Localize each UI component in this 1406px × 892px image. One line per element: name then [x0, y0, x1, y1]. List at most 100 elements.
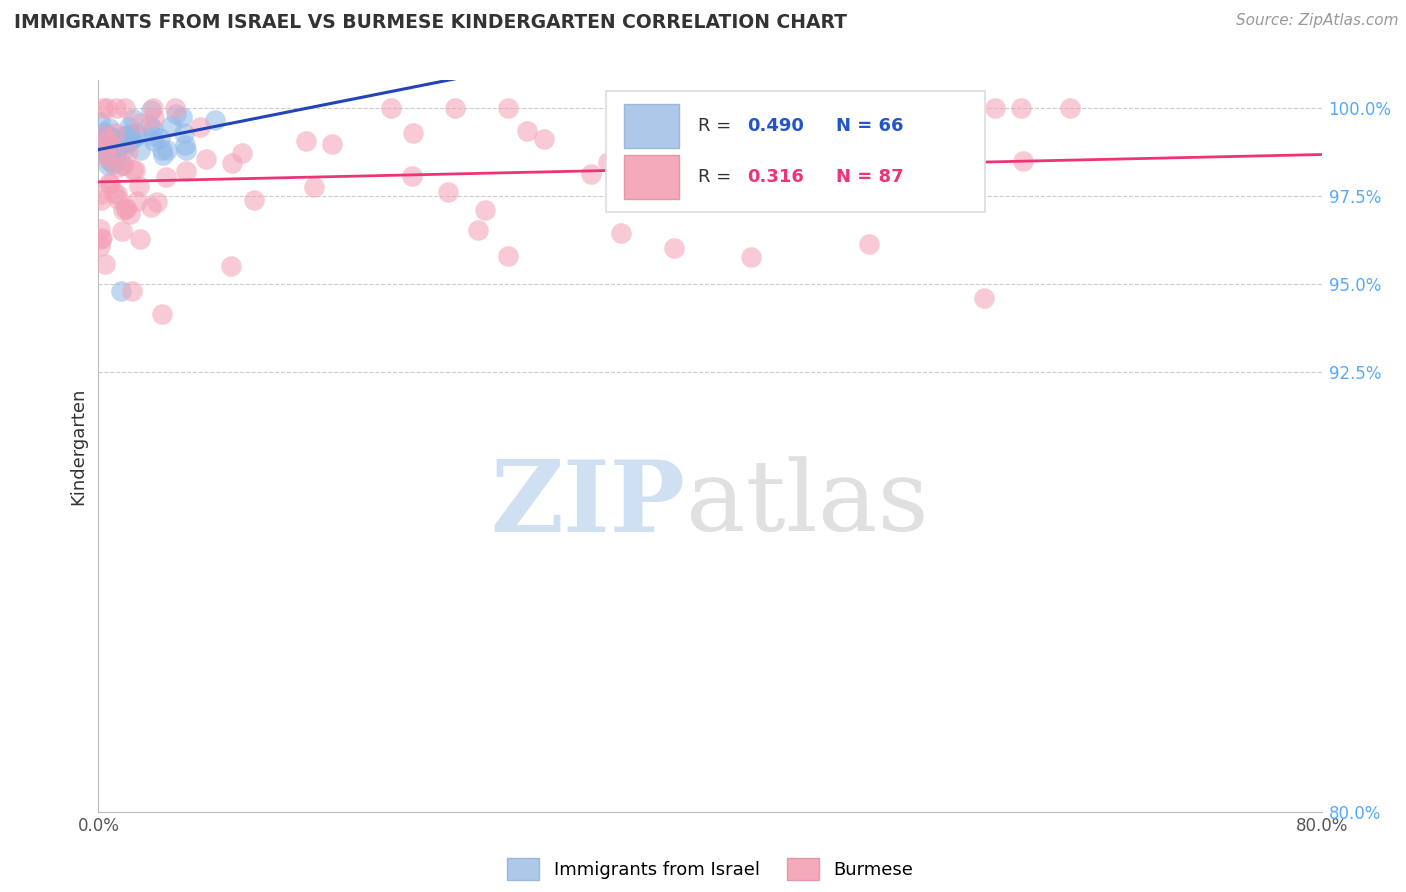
- Point: [93, 141, 115, 155]
- Point: [117, 128, 139, 142]
- Point: [90, 187, 112, 202]
- Point: [115, 202, 138, 216]
- Point: [844, 150, 866, 164]
- Point: [139, 118, 162, 132]
- Point: [104, 102, 127, 116]
- Point: [242, 193, 264, 207]
- Point: [101, 157, 124, 171]
- FancyBboxPatch shape: [606, 91, 986, 212]
- Point: [101, 142, 124, 156]
- Point: [900, 149, 922, 163]
- Point: [444, 102, 467, 116]
- Point: [101, 130, 124, 145]
- Point: [100, 177, 122, 191]
- Point: [142, 128, 165, 143]
- Point: [94, 134, 117, 148]
- Point: [295, 134, 318, 148]
- Point: [160, 120, 183, 134]
- Point: [596, 155, 619, 169]
- Text: IMMIGRANTS FROM ISRAEL VS BURMESE KINDERGARTEN CORRELATION CHART: IMMIGRANTS FROM ISRAEL VS BURMESE KINDER…: [14, 13, 846, 32]
- Point: [188, 120, 211, 135]
- Point: [765, 176, 787, 190]
- Legend: Immigrants from Israel, Burmese: Immigrants from Israel, Burmese: [499, 850, 921, 887]
- Text: R =: R =: [697, 118, 737, 136]
- Point: [125, 126, 148, 140]
- Point: [93, 125, 115, 139]
- Point: [89, 145, 111, 160]
- Point: [98, 154, 121, 169]
- Point: [111, 224, 134, 238]
- Point: [142, 102, 165, 116]
- Point: [401, 169, 423, 184]
- Point: [142, 112, 165, 126]
- Point: [93, 140, 115, 154]
- Point: [150, 143, 173, 157]
- Point: [108, 140, 131, 154]
- Point: [124, 163, 146, 178]
- Text: ZIP: ZIP: [491, 456, 686, 553]
- Point: [173, 126, 195, 140]
- Point: [928, 102, 950, 116]
- Text: 0.490: 0.490: [747, 118, 804, 136]
- Point: [98, 176, 121, 190]
- Point: [114, 102, 136, 116]
- Point: [115, 201, 138, 215]
- Point: [96, 128, 118, 142]
- Point: [128, 179, 150, 194]
- Point: [96, 146, 118, 161]
- Point: [100, 130, 122, 145]
- Point: [163, 102, 186, 116]
- Point: [165, 107, 187, 121]
- Point: [114, 129, 136, 144]
- Point: [98, 134, 121, 148]
- Point: [156, 143, 179, 157]
- Point: [1012, 154, 1035, 169]
- Point: [97, 143, 120, 157]
- Text: 0.316: 0.316: [747, 168, 804, 186]
- Point: [581, 167, 603, 181]
- Point: [107, 186, 129, 201]
- Point: [603, 164, 626, 178]
- Point: [122, 112, 145, 126]
- Point: [219, 259, 242, 273]
- Point: [128, 116, 150, 130]
- Point: [128, 232, 150, 246]
- Point: [98, 120, 121, 135]
- Point: [120, 127, 142, 141]
- Point: [97, 152, 120, 166]
- Point: [97, 158, 120, 172]
- Point: [204, 112, 226, 127]
- Point: [129, 143, 152, 157]
- Point: [121, 163, 143, 178]
- Point: [194, 153, 217, 167]
- Point: [100, 144, 122, 158]
- Point: [402, 126, 425, 140]
- Point: [176, 164, 198, 178]
- Point: [112, 158, 135, 172]
- Point: [118, 120, 141, 135]
- Point: [321, 136, 343, 151]
- Point: [105, 151, 128, 165]
- Point: [706, 169, 728, 183]
- Point: [107, 192, 129, 206]
- Point: [806, 139, 828, 153]
- Point: [740, 250, 762, 264]
- Point: [117, 145, 139, 159]
- Point: [115, 135, 138, 149]
- Point: [174, 137, 197, 152]
- Point: [882, 102, 904, 116]
- Point: [90, 142, 112, 156]
- Point: [380, 102, 402, 116]
- Point: [90, 230, 112, 244]
- Point: [146, 195, 169, 210]
- Point: [155, 169, 177, 184]
- Point: [107, 141, 129, 155]
- Text: atlas: atlas: [686, 457, 928, 552]
- Point: [94, 127, 117, 141]
- Point: [516, 123, 538, 137]
- Point: [103, 150, 125, 164]
- Point: [174, 143, 197, 157]
- Point: [139, 200, 162, 214]
- Point: [101, 130, 124, 145]
- Point: [1059, 102, 1081, 116]
